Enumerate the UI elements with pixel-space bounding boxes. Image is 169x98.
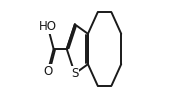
Text: O: O: [43, 65, 52, 78]
Text: S: S: [71, 67, 79, 80]
Text: HO: HO: [39, 20, 57, 33]
